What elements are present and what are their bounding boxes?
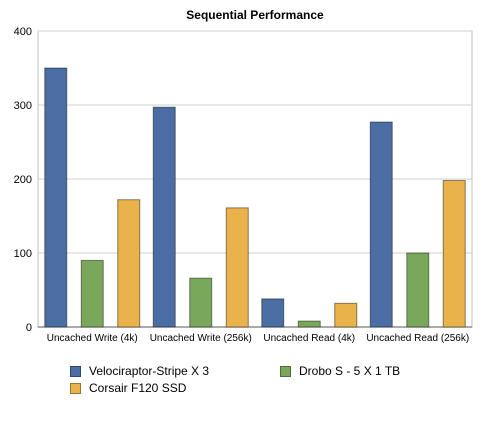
bar-drobo-3	[297, 320, 321, 328]
chart-title: Sequential Performance	[186, 8, 324, 22]
legend-swatch-corsair	[70, 382, 81, 394]
legend-swatch-velociraptor	[70, 365, 81, 377]
y-tick-label-0: 0	[26, 322, 32, 334]
y-tick-label-100: 100	[14, 248, 32, 260]
bar-drobo-4	[406, 252, 430, 328]
x-tick-label-2: Uncached Write (256k)	[150, 333, 252, 344]
legend-item-corsair: Corsair F120 SSD	[70, 381, 186, 395]
bar-velociraptor-1	[44, 67, 68, 328]
bar-velociraptor-2	[152, 106, 176, 328]
bar-velociraptor-4	[369, 121, 393, 328]
bar-corsair-3	[334, 302, 358, 328]
x-tick-label-4: Uncached Read (256k)	[366, 333, 469, 344]
x-tick-label-3: Uncached Read (4k)	[263, 333, 355, 344]
bar-drobo-1	[80, 259, 104, 328]
legend-label-corsair: Corsair F120 SSD	[89, 381, 187, 395]
y-tick-label-200: 200	[14, 174, 32, 186]
y-tick-label-400: 400	[14, 26, 32, 38]
bar-velociraptor-3	[261, 298, 285, 328]
legend-label-drobo: Drobo S - 5 X 1 TB	[299, 364, 401, 378]
legend-item-velociraptor: Velociraptor-Stripe X 3	[70, 364, 209, 378]
legend-label-velociraptor: Velociraptor-Stripe X 3	[89, 364, 210, 378]
legend-swatch-drobo	[280, 365, 291, 377]
bar-corsair-2	[225, 207, 249, 328]
y-tick-label-300: 300	[14, 100, 32, 112]
x-tick-label-1: Uncached Write (4k)	[47, 333, 138, 344]
bar-corsair-1	[117, 199, 141, 328]
legend-item-drobo: Drobo S - 5 X 1 TB	[280, 364, 400, 378]
bar-drobo-2	[189, 277, 213, 328]
bar-corsair-4	[442, 179, 466, 328]
